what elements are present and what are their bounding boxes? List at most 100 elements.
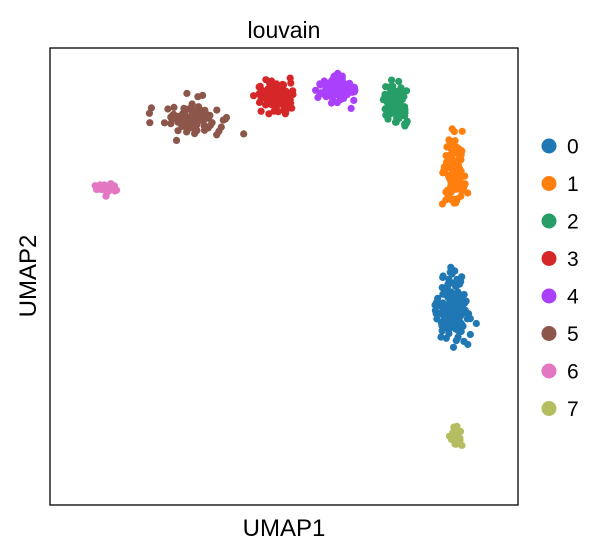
- cluster-6-point: [107, 180, 115, 188]
- legend: 0 1 2 3 4 5 6 7: [541, 136, 579, 421]
- cluster-0-point: [445, 317, 453, 325]
- cluster-1-point: [457, 151, 465, 159]
- cluster-3-point: [287, 79, 295, 87]
- cluster-5-point: [194, 103, 203, 111]
- legend-marker-0: [541, 138, 557, 154]
- cluster-0-point: [439, 321, 447, 330]
- cluster-0-point: [449, 343, 458, 351]
- cluster-0-point: [441, 305, 449, 313]
- cluster-4-point: [350, 88, 358, 96]
- cluster-2-point: [396, 105, 405, 113]
- cluster-0-point: [454, 333, 462, 341]
- cluster-2-point: [389, 98, 397, 106]
- cluster-0-point: [453, 275, 461, 284]
- cluster-7-point: [451, 440, 459, 448]
- legend-label-5: 5: [567, 323, 579, 346]
- cluster-2-point: [401, 120, 409, 128]
- legend-label-4: 4: [567, 286, 579, 309]
- cluster-1-point: [448, 162, 456, 170]
- cluster-4-point: [329, 95, 337, 104]
- cluster-2-point: [379, 96, 387, 104]
- cluster-1-point: [464, 189, 472, 197]
- cluster-1-point: [455, 157, 463, 165]
- cluster-5-point: [183, 126, 191, 134]
- cluster-3-point: [263, 99, 271, 108]
- legend-marker-4: [541, 288, 557, 304]
- cluster-3-point: [257, 107, 265, 115]
- cluster-3-point: [265, 110, 273, 118]
- cluster-3-point: [255, 98, 264, 106]
- cluster-1-point: [457, 192, 465, 200]
- cluster-5-point: [213, 131, 221, 139]
- cluster-4-point: [326, 89, 334, 97]
- y-axis-label: UMAP2: [15, 235, 42, 318]
- cluster-1-point: [446, 173, 454, 181]
- cluster-3-point: [275, 98, 283, 106]
- cluster-0-point: [466, 330, 474, 339]
- legend-label-0: 0: [567, 136, 579, 159]
- cluster-4-point: [347, 104, 355, 112]
- cluster-3-point: [265, 89, 273, 97]
- cluster-5-point: [172, 136, 181, 144]
- cluster-0-point: [458, 303, 466, 311]
- legend-marker-2: [541, 213, 557, 229]
- chart-title: louvain: [248, 17, 321, 43]
- legend-label-2: 2: [567, 211, 579, 234]
- cluster-6-point: [91, 182, 99, 190]
- cluster-7-point: [450, 425, 458, 433]
- cluster-5-point: [213, 106, 221, 114]
- cluster-5-point: [147, 104, 155, 112]
- cluster-3-point: [255, 90, 263, 98]
- legend-marker-1: [541, 176, 557, 191]
- cluster-5-point: [182, 115, 190, 123]
- cluster-6-point: [104, 187, 112, 195]
- x-axis-label: UMAP1: [243, 515, 326, 542]
- cluster-1-point: [440, 166, 448, 175]
- cluster-5-point: [193, 126, 201, 134]
- cluster-1-point: [448, 150, 457, 158]
- legend-marker-3: [541, 251, 557, 266]
- cluster-5-point: [146, 119, 154, 127]
- cluster-0-point: [434, 294, 442, 302]
- cluster-5-point: [160, 119, 169, 127]
- cluster-6-point: [113, 186, 121, 194]
- cluster-2-point: [398, 96, 406, 104]
- cluster-0-point: [439, 273, 447, 282]
- cluster-0-point: [435, 302, 443, 310]
- cluster-5-point: [217, 123, 225, 131]
- cluster-3-point: [274, 108, 282, 116]
- cluster-3-point: [281, 110, 289, 118]
- cluster-0-point: [454, 311, 462, 319]
- cluster-2-point: [381, 90, 389, 98]
- cluster-3-point: [282, 103, 290, 111]
- cluster-4-point: [338, 72, 346, 80]
- cluster-5-point: [199, 111, 207, 119]
- cluster-2-point: [388, 76, 396, 84]
- cluster-1-point: [450, 195, 458, 203]
- cluster-0-point: [448, 270, 456, 278]
- cluster-0-point: [447, 288, 455, 296]
- cluster-4-point: [332, 82, 340, 90]
- cluster-0-point: [445, 330, 453, 338]
- cluster-1-point: [457, 171, 465, 180]
- cluster-2-point: [403, 87, 411, 95]
- cluster-5-point: [240, 130, 248, 138]
- cluster-3-point: [256, 82, 264, 90]
- cluster-5-point: [200, 122, 208, 130]
- cluster-2-point: [395, 77, 403, 85]
- cluster-1-point: [438, 200, 446, 208]
- cluster-3-point: [275, 90, 283, 98]
- legend-label-3: 3: [567, 248, 579, 271]
- cluster-0-point: [457, 297, 465, 305]
- cluster-5-point: [164, 105, 172, 113]
- cluster-3-point: [268, 81, 276, 89]
- cluster-2-point: [384, 115, 392, 123]
- cluster-0-point: [447, 263, 455, 271]
- cluster-3-point: [250, 92, 258, 100]
- scatter-points: [91, 69, 480, 449]
- cluster-0-point: [457, 327, 465, 336]
- cluster-4-point: [326, 80, 334, 88]
- cluster-4-point: [339, 80, 347, 88]
- legend-marker-6: [541, 363, 557, 379]
